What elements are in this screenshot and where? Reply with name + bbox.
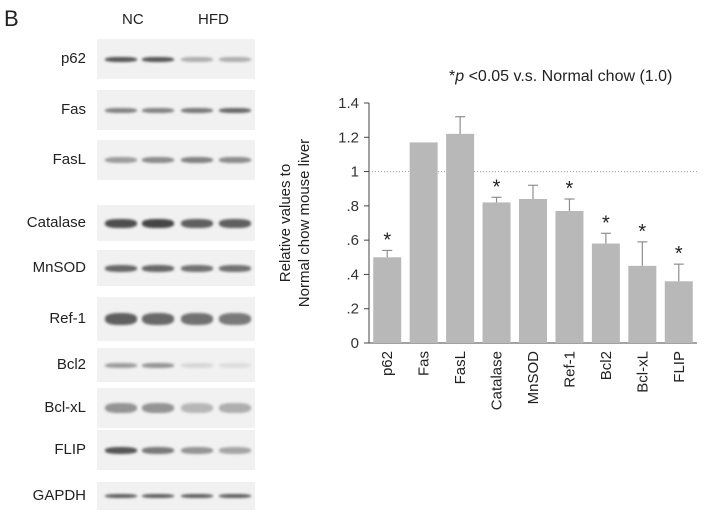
bar (410, 142, 438, 343)
y-tick-label: .4 (346, 266, 359, 283)
y-axis-title-line2: Normal chow mouse liver (296, 139, 313, 307)
y-tick-label: .8 (346, 198, 359, 215)
x-tick-label: FLIP (671, 351, 688, 383)
x-tick-label: Ref-1 (561, 351, 578, 388)
annotation-text: <0.05 v.s. Normal chow (1.0) (464, 68, 672, 85)
significance-star: * (566, 178, 574, 200)
significance-annotation: *p <0.05 v.s. Normal chow (1.0) (449, 68, 672, 85)
y-tick-label: 1 (351, 164, 359, 181)
bar (665, 281, 693, 343)
x-tick-label: Fas (416, 351, 433, 376)
bar (628, 266, 656, 343)
x-tick-label: FasL (452, 351, 469, 384)
significance-star: * (493, 176, 501, 198)
annotation-p: p (454, 68, 464, 85)
y-tick-label: .6 (346, 232, 359, 249)
y-tick-label: .2 (346, 301, 359, 318)
x-tick-label: Bcl2 (598, 351, 615, 380)
y-tick-label: 0 (351, 335, 359, 352)
significance-star: * (383, 229, 391, 251)
y-axis-title-line1: Relative values to (277, 164, 294, 282)
significance-star: * (638, 221, 646, 243)
bar (483, 202, 511, 343)
y-tick-label: 1.4 (338, 95, 359, 112)
significance-star: * (675, 243, 683, 265)
x-tick-label: Catalase (489, 351, 506, 410)
bar (519, 199, 547, 343)
bar (373, 257, 401, 343)
bar (592, 244, 620, 343)
x-tick-label: MnSOD (525, 351, 542, 405)
bar (555, 211, 583, 343)
significance-star: * (602, 212, 610, 234)
x-tick-label: p62 (379, 351, 396, 376)
bar (446, 134, 474, 343)
x-tick-label: Bcl-xL (634, 351, 651, 393)
y-tick-label: 1.2 (338, 129, 359, 146)
